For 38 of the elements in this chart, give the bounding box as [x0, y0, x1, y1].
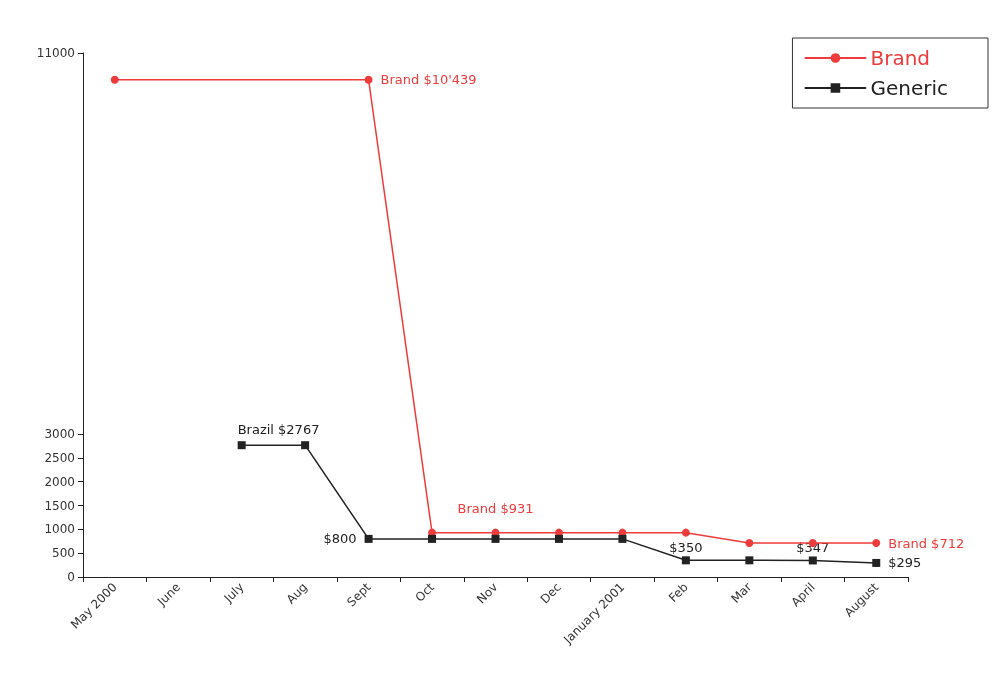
point [428, 534, 437, 543]
x-tick-label: Mar [728, 580, 755, 606]
y-tick-label: 1500 [44, 498, 75, 513]
y-tick-label: 1000 [44, 522, 75, 537]
point [808, 556, 817, 565]
point [364, 534, 373, 543]
x-tick-label: Oct [412, 579, 438, 605]
y-tick-label: 0 [67, 570, 75, 584]
point [745, 556, 754, 565]
point [110, 75, 119, 84]
point [491, 534, 500, 543]
legend-label: Generic [870, 76, 948, 100]
annotation: Brazil $2767 [237, 421, 320, 437]
x-tick-label: Dec [537, 580, 564, 607]
point [618, 534, 627, 543]
point [237, 441, 246, 450]
annotation: $350 [669, 539, 703, 555]
y-tick-label: 3000 [44, 427, 75, 442]
annotation: $295 [888, 555, 922, 571]
x-tick-label: Feb [665, 580, 691, 605]
annotation: $800 [323, 531, 357, 547]
annotation: Brand $10'439 [380, 72, 477, 88]
annotation: Brand $931 [457, 501, 534, 517]
point [301, 441, 310, 450]
annotation: $347 [796, 539, 830, 555]
point [681, 528, 690, 537]
annotation: Brand $712 [888, 535, 965, 551]
y-tick-label: 500 [52, 546, 75, 561]
point [554, 534, 563, 543]
point [681, 556, 690, 565]
point [364, 75, 373, 84]
y-tick-label: 11000 [36, 46, 75, 60]
legend-label: Brand [870, 46, 931, 70]
y-tick-label: 2500 [44, 450, 75, 465]
point [745, 539, 754, 548]
y-tick-label: 2000 [44, 474, 75, 489]
point [872, 558, 881, 567]
point [872, 539, 881, 548]
